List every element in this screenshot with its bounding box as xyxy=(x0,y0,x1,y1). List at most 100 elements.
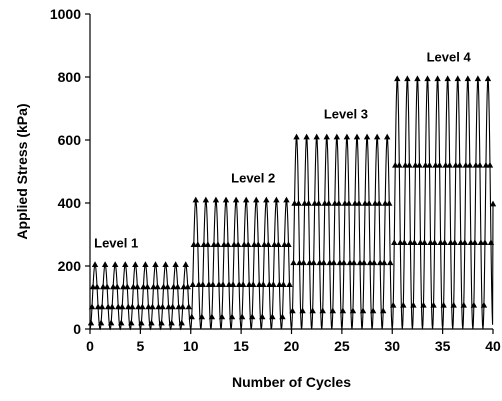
data-point-marker xyxy=(366,259,374,266)
y-axis-title: Applied Stress (kPa) xyxy=(14,103,30,239)
data-point-marker xyxy=(94,303,102,310)
data-point-marker xyxy=(363,133,371,140)
data-point-marker xyxy=(323,133,330,140)
data-point-marker xyxy=(291,200,298,206)
data-point-marker xyxy=(430,301,437,308)
data-point-marker xyxy=(421,239,428,246)
x-axis-title: Number of Cycles xyxy=(232,374,351,390)
data-point-marker xyxy=(150,283,157,290)
data-point-marker xyxy=(390,301,397,308)
x-tick-label: 15 xyxy=(233,338,249,354)
data-point-marker xyxy=(132,261,139,267)
data-point-marker xyxy=(489,200,497,207)
data-point-marker xyxy=(446,161,453,168)
data-point-marker xyxy=(295,200,302,206)
data-point-marker xyxy=(140,283,147,290)
data-point-marker xyxy=(467,239,475,246)
data-point-marker xyxy=(259,313,266,320)
x-tick-label: 5 xyxy=(136,338,144,354)
data-point-marker xyxy=(256,281,263,287)
data-point-marker xyxy=(472,161,480,168)
y-tick-label: 200 xyxy=(58,258,82,274)
data-point-marker xyxy=(275,241,282,248)
data-point-marker xyxy=(452,161,459,168)
data-point-marker xyxy=(215,281,223,287)
data-point-marker xyxy=(450,301,457,308)
data-point-marker xyxy=(261,241,268,248)
data-point-marker xyxy=(299,307,306,314)
data-point-marker xyxy=(406,161,413,168)
data-point-marker xyxy=(283,196,290,203)
data-point-marker xyxy=(240,241,248,248)
data-point-marker xyxy=(356,259,364,266)
data-point-marker xyxy=(159,303,166,310)
data-point-marker xyxy=(271,241,278,248)
data-point-marker xyxy=(124,283,131,290)
data-point-marker xyxy=(280,281,287,287)
data-point-marker xyxy=(270,281,277,287)
data-point-marker xyxy=(269,313,276,320)
x-tick-label: 25 xyxy=(334,338,350,354)
data-point-marker xyxy=(396,161,403,168)
data-point-marker xyxy=(148,319,155,326)
data-point-marker xyxy=(436,161,443,168)
data-point-marker xyxy=(285,241,292,248)
data-point-marker xyxy=(373,133,381,140)
data-point-marker xyxy=(276,281,283,287)
data-point-marker xyxy=(249,313,256,320)
data-point-marker xyxy=(101,261,109,267)
data-point-marker xyxy=(107,319,115,326)
x-tick-label: 35 xyxy=(435,338,451,354)
data-point-marker xyxy=(341,200,349,206)
data-point-marker xyxy=(190,241,197,248)
data-point-marker xyxy=(394,75,401,82)
data-point-marker xyxy=(442,161,449,168)
data-point-marker xyxy=(444,75,451,82)
data-point-marker xyxy=(222,196,230,203)
data-point-marker xyxy=(229,281,237,287)
data-point-marker xyxy=(253,196,260,203)
data-point-marker xyxy=(174,283,181,290)
data-point-marker xyxy=(138,319,145,326)
data-point-marker xyxy=(311,200,318,206)
level-label: Level 1 xyxy=(94,236,138,251)
data-point-marker xyxy=(486,161,494,168)
data-point-marker xyxy=(416,161,423,168)
data-point-marker xyxy=(293,133,300,140)
data-point-marker xyxy=(189,281,196,287)
data-point-marker xyxy=(310,259,317,266)
data-point-marker xyxy=(130,283,137,290)
data-point-marker xyxy=(209,281,217,287)
data-point-marker xyxy=(168,319,175,326)
data-point-marker xyxy=(422,161,429,168)
data-point-marker xyxy=(155,303,162,310)
data-point-marker xyxy=(300,259,307,266)
data-point-marker xyxy=(195,281,203,287)
data-point-marker xyxy=(200,241,208,248)
data-point-marker xyxy=(432,161,439,168)
data-point-marker xyxy=(440,301,447,308)
data-point-marker xyxy=(134,283,141,290)
y-tick-label: 800 xyxy=(58,69,82,85)
data-point-marker xyxy=(97,319,105,326)
data-point-marker xyxy=(142,261,149,267)
data-point-marker xyxy=(154,283,161,290)
data-point-marker xyxy=(109,283,117,290)
data-point-marker xyxy=(345,200,353,206)
data-point-marker xyxy=(457,239,464,246)
data-point-marker xyxy=(355,200,363,206)
data-point-marker xyxy=(104,303,112,310)
data-point-marker xyxy=(325,200,332,206)
data-point-marker xyxy=(152,261,159,267)
data-point-marker xyxy=(412,161,419,168)
data-point-marker xyxy=(365,200,373,206)
data-point-marker xyxy=(481,239,489,246)
data-point-marker xyxy=(202,196,210,203)
data-point-marker xyxy=(387,259,394,266)
data-point-marker xyxy=(119,303,126,310)
data-point-marker xyxy=(451,239,458,246)
data-point-marker xyxy=(218,313,226,320)
data-point-marker xyxy=(118,319,125,326)
data-point-marker xyxy=(305,200,312,206)
data-point-marker xyxy=(234,241,242,248)
